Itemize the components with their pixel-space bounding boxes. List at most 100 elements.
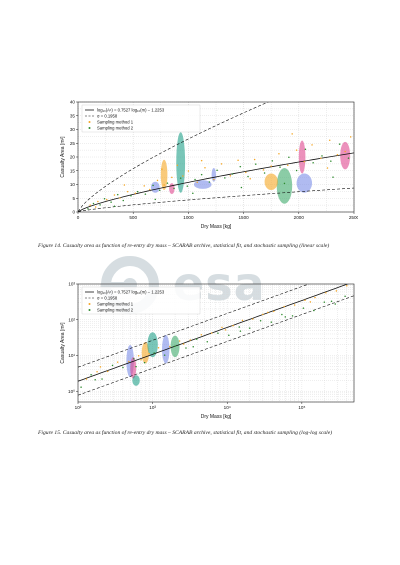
data-point <box>328 139 331 141</box>
distribution-ellipse-0 <box>176 132 186 193</box>
data-point <box>283 305 285 308</box>
data-point <box>284 316 287 318</box>
data-point <box>161 168 163 170</box>
legend-box <box>81 286 201 315</box>
data-point <box>208 181 211 183</box>
data-point <box>303 160 306 163</box>
distribution-ellipse-1 <box>160 159 168 190</box>
fit-line <box>78 152 354 212</box>
x-tick-label: 1500 <box>238 215 249 220</box>
legend-method2-swatch <box>88 309 91 311</box>
distribution-ellipse-3 <box>147 332 158 358</box>
data-point <box>347 157 350 159</box>
data-point <box>224 177 226 179</box>
data-point <box>130 195 132 197</box>
data-point <box>271 160 274 162</box>
data-point <box>231 173 234 175</box>
series-1 <box>85 285 348 380</box>
y-axis-label: Casualty Area [m²] <box>60 136 66 178</box>
data-point <box>278 152 280 155</box>
data-point <box>245 171 247 174</box>
figure-15: 10² 10³ 10⁴ 10⁵ 10⁰ 10¹ 10² 10³ Dry Mass [kg] Cas… <box>58 280 358 420</box>
y-tick-label: 10 <box>70 182 76 187</box>
data-point <box>224 329 227 331</box>
data-point <box>135 365 137 368</box>
y-tick-label: 35 <box>70 113 76 118</box>
data-point <box>87 207 89 210</box>
y-tick-label: 15 <box>70 168 76 173</box>
data-point <box>122 366 124 369</box>
plot-area <box>78 102 354 212</box>
data-point <box>90 373 92 376</box>
data-point <box>105 198 108 201</box>
data-point <box>128 360 130 363</box>
data-point <box>154 198 157 201</box>
data-point <box>179 177 182 179</box>
data-point <box>241 319 244 322</box>
data-point <box>335 290 338 292</box>
data-point <box>176 164 179 166</box>
data-point <box>330 160 332 162</box>
data-point <box>134 192 137 195</box>
legend-box <box>81 104 201 133</box>
legend-method2-swatch <box>88 127 91 129</box>
data-point <box>99 204 101 206</box>
distribution-ellipse-2 <box>141 341 150 364</box>
data-point <box>110 201 112 203</box>
chart-linear: 0 500 1000 1500 2000 2500 0 5 10 15 20 25 30 35 40 Dry … <box>60 100 360 230</box>
data-point <box>291 315 294 317</box>
data-point <box>163 354 166 356</box>
data-point <box>210 332 213 334</box>
data-point <box>96 371 98 373</box>
data-point <box>259 320 262 322</box>
data-point <box>194 178 196 181</box>
distribution-ellipse-9 <box>211 168 217 182</box>
data-point <box>189 339 192 341</box>
x-tick-label: 10⁴ <box>224 405 231 410</box>
legend-method2-label: Sampling method 2 <box>97 126 134 131</box>
data-point <box>272 310 275 313</box>
data-point <box>123 184 126 186</box>
data-point <box>252 318 254 320</box>
data-point <box>313 309 315 312</box>
y-tick-label: 20 <box>70 155 76 160</box>
data-point <box>293 304 296 306</box>
data-point <box>321 155 323 157</box>
data-point <box>195 338 198 340</box>
data-point <box>239 165 242 168</box>
data-point <box>238 326 241 328</box>
distribution-ellipse-5 <box>264 173 278 190</box>
data-point <box>200 334 203 336</box>
data-point <box>148 352 150 355</box>
figure-14: 0 500 1000 1500 2000 2500 0 5 10 15 20 25 30 35 40 Dry … <box>58 98 360 230</box>
y-tick-label: 0 <box>72 210 75 215</box>
data-point <box>119 197 121 199</box>
data-point <box>200 173 203 176</box>
y-tick-label: 30 <box>70 127 76 132</box>
data-point <box>240 186 243 189</box>
y-tick-label: 10² <box>68 317 75 322</box>
plot-area <box>78 284 354 396</box>
data-point <box>287 164 289 166</box>
data-point <box>111 364 114 367</box>
data-point <box>247 175 249 178</box>
x-tick-label: 0 <box>77 215 80 220</box>
data-point <box>192 192 194 195</box>
data-point <box>304 148 307 151</box>
data-point <box>254 163 257 165</box>
data-point <box>304 299 306 301</box>
distribution-ellipse-4 <box>296 173 313 193</box>
data-point <box>249 177 251 180</box>
data-point <box>237 159 239 162</box>
legend-method1-swatch <box>88 303 91 305</box>
y-tick-label: 10¹ <box>68 353 75 358</box>
data-point <box>325 291 327 294</box>
data-point <box>204 166 206 169</box>
data-point <box>220 163 223 165</box>
data-point <box>270 165 272 167</box>
data-point <box>312 162 314 164</box>
data-point <box>116 193 119 196</box>
data-point <box>152 184 154 187</box>
